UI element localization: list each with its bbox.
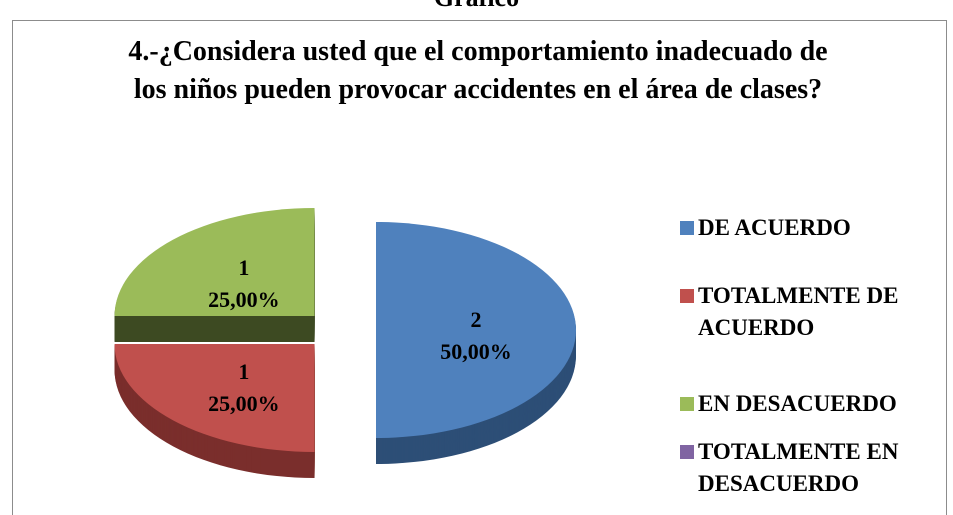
data-label-value: 1 [238,359,249,384]
data-label-percent: 50,00% [440,339,512,364]
data-label-percent: 25,00% [208,391,280,416]
legend-swatch [680,445,694,459]
legend-swatch [680,221,694,235]
legend-swatch [680,289,694,303]
header: Gráfico [0,0,953,13]
legend-label: TOTALMENTE DE ACUERDO [698,283,899,340]
legend-item: DE ACUERDO [680,212,935,244]
chart-title: 4.-¿Considera usted que el comportamient… [128,36,828,105]
legend-item: EN DESACUERDO [680,388,935,420]
slice [114,344,315,453]
data-label-percent: 25,00% [208,287,280,312]
legend-swatch [680,397,694,411]
data-label-value: 2 [471,307,482,332]
data-label-value: 1 [238,255,249,280]
legend-label: EN DESACUERDO [698,391,897,416]
slice [376,222,576,438]
chart-frame [12,20,947,515]
legend-label: DE ACUERDO [698,215,851,240]
slice [114,207,315,316]
legend-label: TOTALMENTE EN DESACUERDO [698,439,899,496]
legend-item: TOTALMENTE EN DESACUERDO [680,436,935,500]
legend-item: TOTALMENTE DE ACUERDO [680,280,935,344]
